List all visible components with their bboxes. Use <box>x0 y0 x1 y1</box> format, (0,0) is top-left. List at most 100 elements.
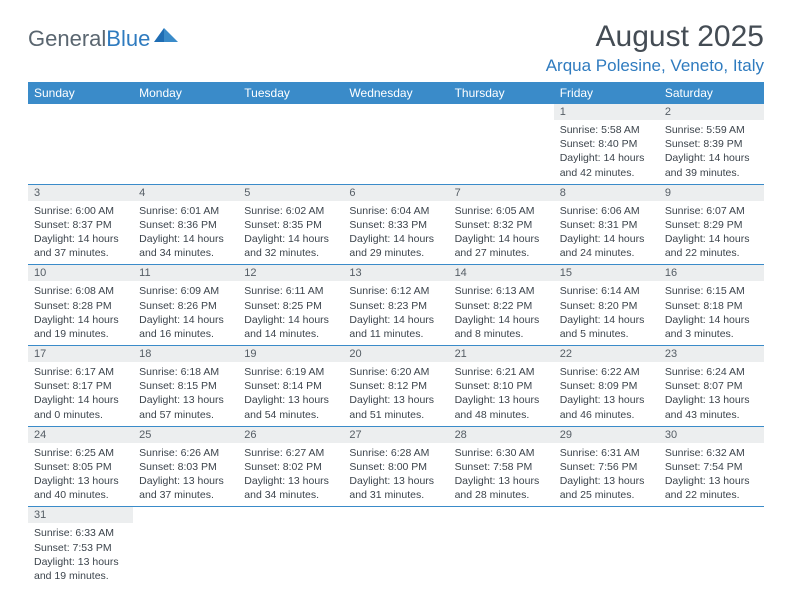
day-cell: Sunrise: 6:09 AMSunset: 8:26 PMDaylight:… <box>133 281 238 345</box>
sunrise-line: Sunrise: 6:01 AM <box>139 204 232 218</box>
day-content: Sunrise: 6:07 AMSunset: 8:29 PMDaylight:… <box>659 201 764 265</box>
day-number-cell: 26 <box>238 426 343 443</box>
day-cell: Sunrise: 6:31 AMSunset: 7:56 PMDaylight:… <box>554 443 659 507</box>
sunrise-line: Sunrise: 6:11 AM <box>244 284 337 298</box>
sunset-line: Sunset: 8:25 PM <box>244 299 337 313</box>
sunset-line: Sunset: 8:22 PM <box>455 299 548 313</box>
sunrise-line: Sunrise: 6:18 AM <box>139 365 232 379</box>
sunrise-line: Sunrise: 6:08 AM <box>34 284 127 298</box>
day-cell: Sunrise: 6:32 AMSunset: 7:54 PMDaylight:… <box>659 443 764 507</box>
header: GeneralBlue August 2025 Arqua Polesine, … <box>28 20 764 76</box>
day-cell: Sunrise: 6:26 AMSunset: 8:03 PMDaylight:… <box>133 443 238 507</box>
title-block: August 2025 Arqua Polesine, Veneto, Ital… <box>546 20 764 76</box>
day-cell: Sunrise: 6:25 AMSunset: 8:05 PMDaylight:… <box>28 443 133 507</box>
day-number: 4 <box>133 185 238 201</box>
day-content: Sunrise: 6:21 AMSunset: 8:10 PMDaylight:… <box>449 362 554 426</box>
day-content: Sunrise: 6:27 AMSunset: 8:02 PMDaylight:… <box>238 443 343 507</box>
daylight-line: Daylight: 14 hours and 29 minutes. <box>349 232 442 260</box>
day-cell: Sunrise: 6:22 AMSunset: 8:09 PMDaylight:… <box>554 362 659 426</box>
day-number: 7 <box>449 185 554 201</box>
sunrise-line: Sunrise: 6:06 AM <box>560 204 653 218</box>
weekday-header: Saturday <box>659 82 764 104</box>
day-content: Sunrise: 6:25 AMSunset: 8:05 PMDaylight:… <box>28 443 133 507</box>
sunset-line: Sunset: 7:56 PM <box>560 460 653 474</box>
day-cell <box>659 523 764 587</box>
day-content: Sunrise: 6:30 AMSunset: 7:58 PMDaylight:… <box>449 443 554 507</box>
daylight-line: Daylight: 14 hours and 0 minutes. <box>34 393 127 421</box>
daynum-row: 24252627282930 <box>28 426 764 443</box>
day-cell: Sunrise: 6:08 AMSunset: 8:28 PMDaylight:… <box>28 281 133 345</box>
day-content: Sunrise: 6:13 AMSunset: 8:22 PMDaylight:… <box>449 281 554 345</box>
day-cell <box>28 120 133 184</box>
day-number-cell <box>449 104 554 120</box>
day-number-cell: 5 <box>238 184 343 201</box>
sunset-line: Sunset: 8:35 PM <box>244 218 337 232</box>
day-cell: Sunrise: 6:13 AMSunset: 8:22 PMDaylight:… <box>449 281 554 345</box>
sunrise-line: Sunrise: 6:20 AM <box>349 365 442 379</box>
sunset-line: Sunset: 8:03 PM <box>139 460 232 474</box>
sunrise-line: Sunrise: 6:07 AM <box>665 204 758 218</box>
day-number: 9 <box>659 185 764 201</box>
day-cell: Sunrise: 6:21 AMSunset: 8:10 PMDaylight:… <box>449 362 554 426</box>
sunrise-line: Sunrise: 6:26 AM <box>139 446 232 460</box>
logo-text-general: General <box>28 26 106 52</box>
daylight-line: Daylight: 13 hours and 48 minutes. <box>455 393 548 421</box>
daylight-line: Daylight: 13 hours and 25 minutes. <box>560 474 653 502</box>
day-cell: Sunrise: 5:58 AMSunset: 8:40 PMDaylight:… <box>554 120 659 184</box>
daylight-line: Daylight: 13 hours and 51 minutes. <box>349 393 442 421</box>
day-cell: Sunrise: 6:05 AMSunset: 8:32 PMDaylight:… <box>449 201 554 265</box>
weekday-header-row: Sunday Monday Tuesday Wednesday Thursday… <box>28 82 764 104</box>
day-content: Sunrise: 6:00 AMSunset: 8:37 PMDaylight:… <box>28 201 133 265</box>
sunset-line: Sunset: 7:58 PM <box>455 460 548 474</box>
sunrise-line: Sunrise: 6:15 AM <box>665 284 758 298</box>
day-content: Sunrise: 6:17 AMSunset: 8:17 PMDaylight:… <box>28 362 133 426</box>
day-content: Sunrise: 6:31 AMSunset: 7:56 PMDaylight:… <box>554 443 659 507</box>
sunset-line: Sunset: 8:26 PM <box>139 299 232 313</box>
day-number-cell: 23 <box>659 346 764 363</box>
daylight-line: Daylight: 13 hours and 40 minutes. <box>34 474 127 502</box>
daynum-row: 17181920212223 <box>28 346 764 363</box>
day-number: 17 <box>28 346 133 362</box>
day-content: Sunrise: 6:32 AMSunset: 7:54 PMDaylight:… <box>659 443 764 507</box>
day-content: Sunrise: 6:28 AMSunset: 8:00 PMDaylight:… <box>343 443 448 507</box>
day-cell: Sunrise: 6:33 AMSunset: 7:53 PMDaylight:… <box>28 523 133 587</box>
flag-icon <box>154 26 180 52</box>
sunset-line: Sunset: 8:15 PM <box>139 379 232 393</box>
day-cell <box>343 120 448 184</box>
daylight-line: Daylight: 14 hours and 8 minutes. <box>455 313 548 341</box>
day-number-cell: 29 <box>554 426 659 443</box>
day-number-cell: 24 <box>28 426 133 443</box>
day-number: 1 <box>554 104 659 120</box>
sunset-line: Sunset: 8:33 PM <box>349 218 442 232</box>
sunset-line: Sunset: 8:02 PM <box>244 460 337 474</box>
daylight-line: Daylight: 14 hours and 24 minutes. <box>560 232 653 260</box>
day-cell: Sunrise: 6:02 AMSunset: 8:35 PMDaylight:… <box>238 201 343 265</box>
day-number: 3 <box>28 185 133 201</box>
sunrise-line: Sunrise: 6:31 AM <box>560 446 653 460</box>
day-number-cell: 10 <box>28 265 133 282</box>
day-content: Sunrise: 6:22 AMSunset: 8:09 PMDaylight:… <box>554 362 659 426</box>
day-number-cell: 6 <box>343 184 448 201</box>
day-content: Sunrise: 6:20 AMSunset: 8:12 PMDaylight:… <box>343 362 448 426</box>
day-number: 5 <box>238 185 343 201</box>
sunset-line: Sunset: 8:28 PM <box>34 299 127 313</box>
sunset-line: Sunset: 8:32 PM <box>455 218 548 232</box>
day-cell <box>343 523 448 587</box>
day-number-cell: 22 <box>554 346 659 363</box>
sunset-line: Sunset: 8:39 PM <box>665 137 758 151</box>
month-title: August 2025 <box>546 20 764 54</box>
sunset-line: Sunset: 7:54 PM <box>665 460 758 474</box>
day-content: Sunrise: 6:24 AMSunset: 8:07 PMDaylight:… <box>659 362 764 426</box>
day-number: 31 <box>28 507 133 523</box>
day-number-cell <box>133 104 238 120</box>
week-row: Sunrise: 6:00 AMSunset: 8:37 PMDaylight:… <box>28 201 764 265</box>
day-number: 8 <box>554 185 659 201</box>
day-number-cell: 21 <box>449 346 554 363</box>
day-number-cell: 12 <box>238 265 343 282</box>
week-row: Sunrise: 6:08 AMSunset: 8:28 PM Daylight:… <box>28 281 764 345</box>
daylight-line: Daylight: 13 hours and 34 minutes. <box>244 474 337 502</box>
day-number: 18 <box>133 346 238 362</box>
day-cell <box>554 523 659 587</box>
day-number-cell: 19 <box>238 346 343 363</box>
day-number: 27 <box>343 427 448 443</box>
